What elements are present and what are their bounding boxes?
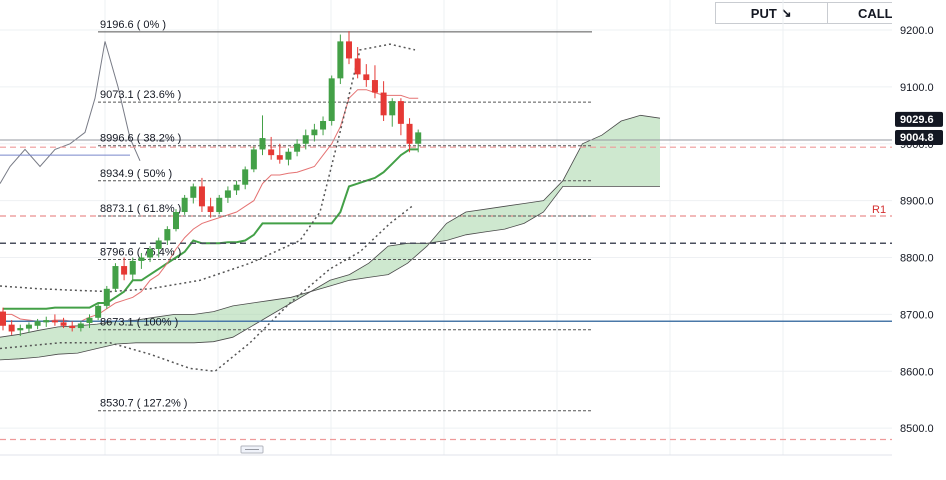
candle-body [380,92,387,116]
fib-level-label: 8873.1 ( 61.8% ) [100,203,181,215]
candle-body [302,135,309,144]
lagging-span [0,41,141,184]
fibonacci-retracement: 9196.6 ( 0% ) 9073.1 ( 23.6% ) 8996.6 ( 38… [98,19,592,412]
candle-body [25,324,32,329]
candle-body [259,138,266,150]
fib-level-label: 8673.1 ( 100% ) [100,317,178,329]
candle-body [320,121,327,130]
candle-body [17,328,24,331]
candle-body [60,322,67,326]
price-tag-label: 9004.8 [900,132,934,144]
axis-background [892,0,946,480]
candle-body [112,266,119,289]
candle-body [311,129,318,136]
candle-body [121,266,128,275]
candle-body [69,325,76,329]
candle-body [190,186,197,198]
candle-body [103,288,110,306]
candle-body [207,206,214,213]
fib-level-label: 8934.9 ( 50% ) [100,168,172,180]
price-tick-label: 8900.0 [900,196,934,208]
candle-body [354,58,361,75]
candle-body [389,101,396,116]
candle-body [77,323,84,329]
candle-body [8,324,15,332]
candle-body [86,317,93,323]
call-label: CALL [857,5,893,21]
upper-dotted-band [0,43,416,293]
cloud-span-b [0,185,660,361]
candle-body [198,186,205,207]
candle-body [216,197,223,213]
price-tick-label: 8600.0 [900,366,934,378]
put-button[interactable]: PUT ↘ [716,3,827,23]
trade-buttons: PUT ↘ CALL ↗ [715,2,939,24]
candle-body [173,212,179,230]
candle-body [233,184,240,191]
candle-body [268,149,275,156]
fib-level-label: 8796.6 ( 76.4% ) [100,246,181,258]
candle-body [129,260,136,275]
price-tick-label: 9200.0 [900,25,934,37]
price-tag-label: 9029.6 [900,114,934,126]
candle-body [397,101,404,124]
cloud-fill [0,115,660,360]
candle-body [181,197,188,213]
price-tag-box [895,130,943,146]
candle-body [346,41,352,59]
candle-body [415,132,422,144]
cloud-span-a [0,114,661,338]
candle-body [337,41,344,79]
candle-body [285,151,292,160]
candle-body [155,240,162,249]
candle-body [371,80,378,93]
candle-body [51,320,58,323]
r1-label: R1 [872,204,886,216]
chart-misc [240,445,264,454]
candle-body [138,257,145,261]
price-tick-label: 8800.0 [900,253,934,265]
horizontal-levels: R1 [0,139,946,441]
candle-body [95,305,102,318]
candle-body [0,311,6,326]
price-tick-label: 8700.0 [900,309,934,321]
price-axis: 9200.09100.09000.08900.08800.08700.08600… [892,0,946,480]
candle-body [164,229,171,241]
candle-body [406,123,413,144]
price-tags: 9029.6 9004.8 [895,111,943,146]
candle-body [242,169,249,185]
ichimoku-cloud [0,114,661,361]
lower-dotted-band [0,205,413,373]
price-tick-label: 9100.0 [900,82,934,94]
candle-body [276,155,283,160]
candle-body [363,74,370,81]
chart-grid [0,0,892,456]
base-line [3,148,419,310]
candle-body [34,321,41,326]
fib-level-label: 9196.6 ( 0% ) [100,19,166,31]
candle-body [224,190,231,198]
candle-body [147,248,154,258]
candle-body [294,143,301,152]
candlesticks [0,31,422,337]
fib-level-label: 8996.6 ( 38.2% ) [100,133,181,145]
price-tag-box [895,111,943,127]
put-label: PUT [750,5,777,21]
price-tick-label: 8500.0 [900,423,934,435]
arrow-down-right-icon: ↘ [780,5,792,20]
fib-level-label: 9073.1 ( 23.6% ) [100,89,181,101]
candle-body [43,320,50,323]
fib-level-label: 8530.7 ( 127.2% ) [100,398,187,410]
candle-body [328,78,335,122]
candle-body [250,149,257,170]
